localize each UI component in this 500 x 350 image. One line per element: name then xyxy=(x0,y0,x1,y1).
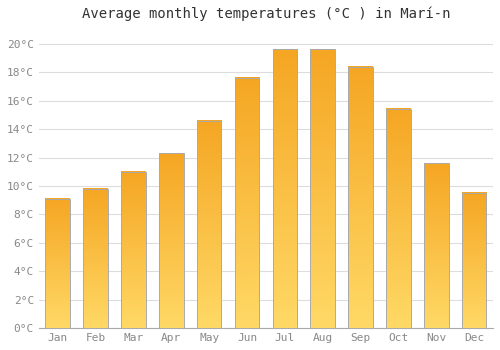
Title: Average monthly temperatures (°C ) in Marí-n: Average monthly temperatures (°C ) in Ma… xyxy=(82,7,450,21)
